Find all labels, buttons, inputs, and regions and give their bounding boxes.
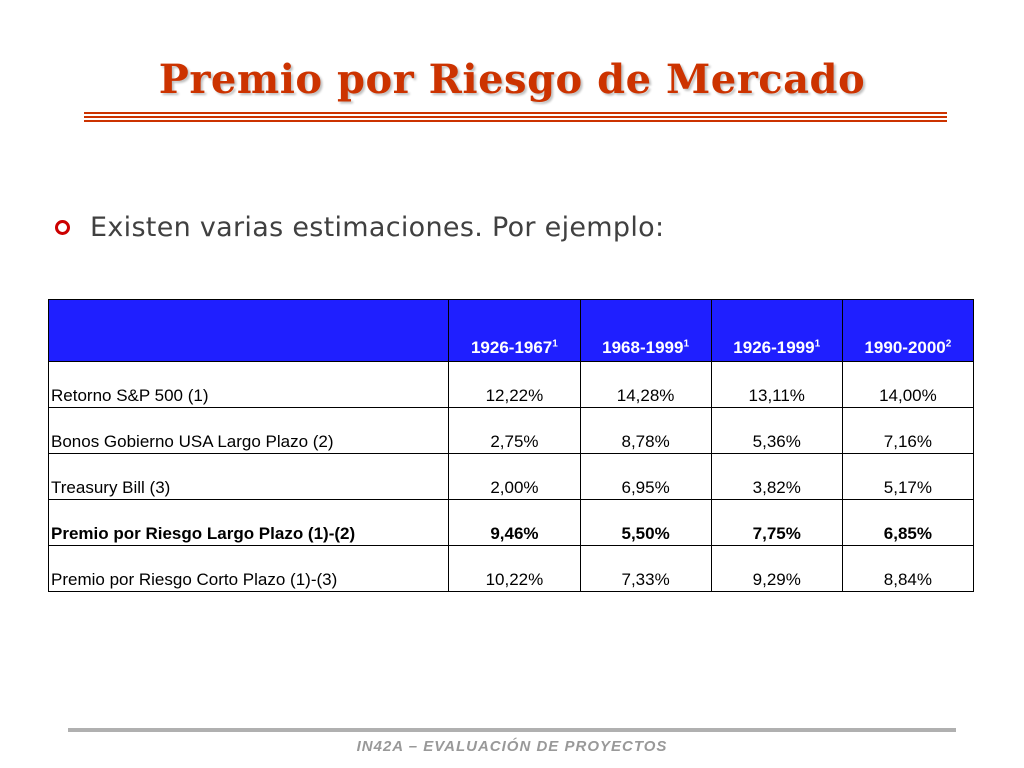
bullet-point: Existen varias estimaciones. Por ejemplo… (55, 212, 664, 243)
header-period-3: 1926-19991 (710, 299, 843, 362)
table-cell: 2,75% (448, 407, 581, 454)
table-cell: 13,11% (710, 361, 843, 408)
table-cell: 14,00% (841, 361, 975, 408)
row-label: Premio por Riesgo Corto Plazo (1)-(3) (47, 545, 450, 592)
header-blank-cell (47, 299, 450, 362)
table-cell: 2,00% (448, 453, 581, 500)
row-label: Treasury Bill (3) (47, 453, 450, 500)
table-cell: 8,78% (579, 407, 712, 454)
title-underline (84, 120, 947, 122)
bullet-text: Existen varias estimaciones. Por ejemplo… (90, 212, 665, 243)
table-cell: 8,84% (841, 545, 975, 592)
table-cell: 12,22% (448, 361, 581, 408)
bullet-circle-icon (55, 220, 70, 235)
table-cell: 14,28% (579, 361, 712, 408)
table-cell: 5,50% (579, 499, 712, 546)
risk-premium-table: 1926-19671 1968-19991 1926-19991 1990-20… (47, 299, 975, 592)
row-label: Premio por Riesgo Largo Plazo (1)-(2) (47, 499, 450, 546)
header-period-2: 1968-19991 (579, 299, 712, 362)
slide-title: Premio por Riesgo de Mercado (158, 56, 866, 103)
table-row: Bonos Gobierno USA Largo Plazo (2) 2,75%… (47, 407, 975, 454)
row-label: Bonos Gobierno USA Largo Plazo (2) (47, 407, 450, 454)
table-cell: 9,29% (710, 545, 843, 592)
footer-divider (68, 728, 956, 732)
table-cell: 7,16% (841, 407, 975, 454)
header-period-4: 1990-20002 (841, 299, 975, 362)
row-label: Retorno S&P 500 (1) (47, 361, 450, 408)
table-cell: 5,17% (841, 453, 975, 500)
table-cell: 6,85% (841, 499, 975, 546)
header-period-1: 1926-19671 (448, 299, 581, 362)
table-cell: 6,95% (579, 453, 712, 500)
table-row: Treasury Bill (3) 2,00% 6,95% 3,82% 5,17… (47, 453, 975, 500)
title-underline (84, 116, 947, 118)
table-row: Premio por Riesgo Largo Plazo (1)-(2) 9,… (47, 499, 975, 546)
table-cell: 7,33% (579, 545, 712, 592)
table-header-row: 1926-19671 1968-19991 1926-19991 1990-20… (47, 299, 975, 362)
table-cell: 5,36% (710, 407, 843, 454)
footer-text: IN42A – EVALUACIÓN DE PROYECTOS (356, 738, 668, 755)
title-underline (84, 112, 947, 114)
table-row: Premio por Riesgo Corto Plazo (1)-(3) 10… (47, 545, 975, 592)
table-cell: 7,75% (710, 499, 843, 546)
table-row: Retorno S&P 500 (1) 12,22% 14,28% 13,11%… (47, 361, 975, 408)
table-cell: 10,22% (448, 545, 581, 592)
table-cell: 9,46% (448, 499, 581, 546)
table-cell: 3,82% (710, 453, 843, 500)
